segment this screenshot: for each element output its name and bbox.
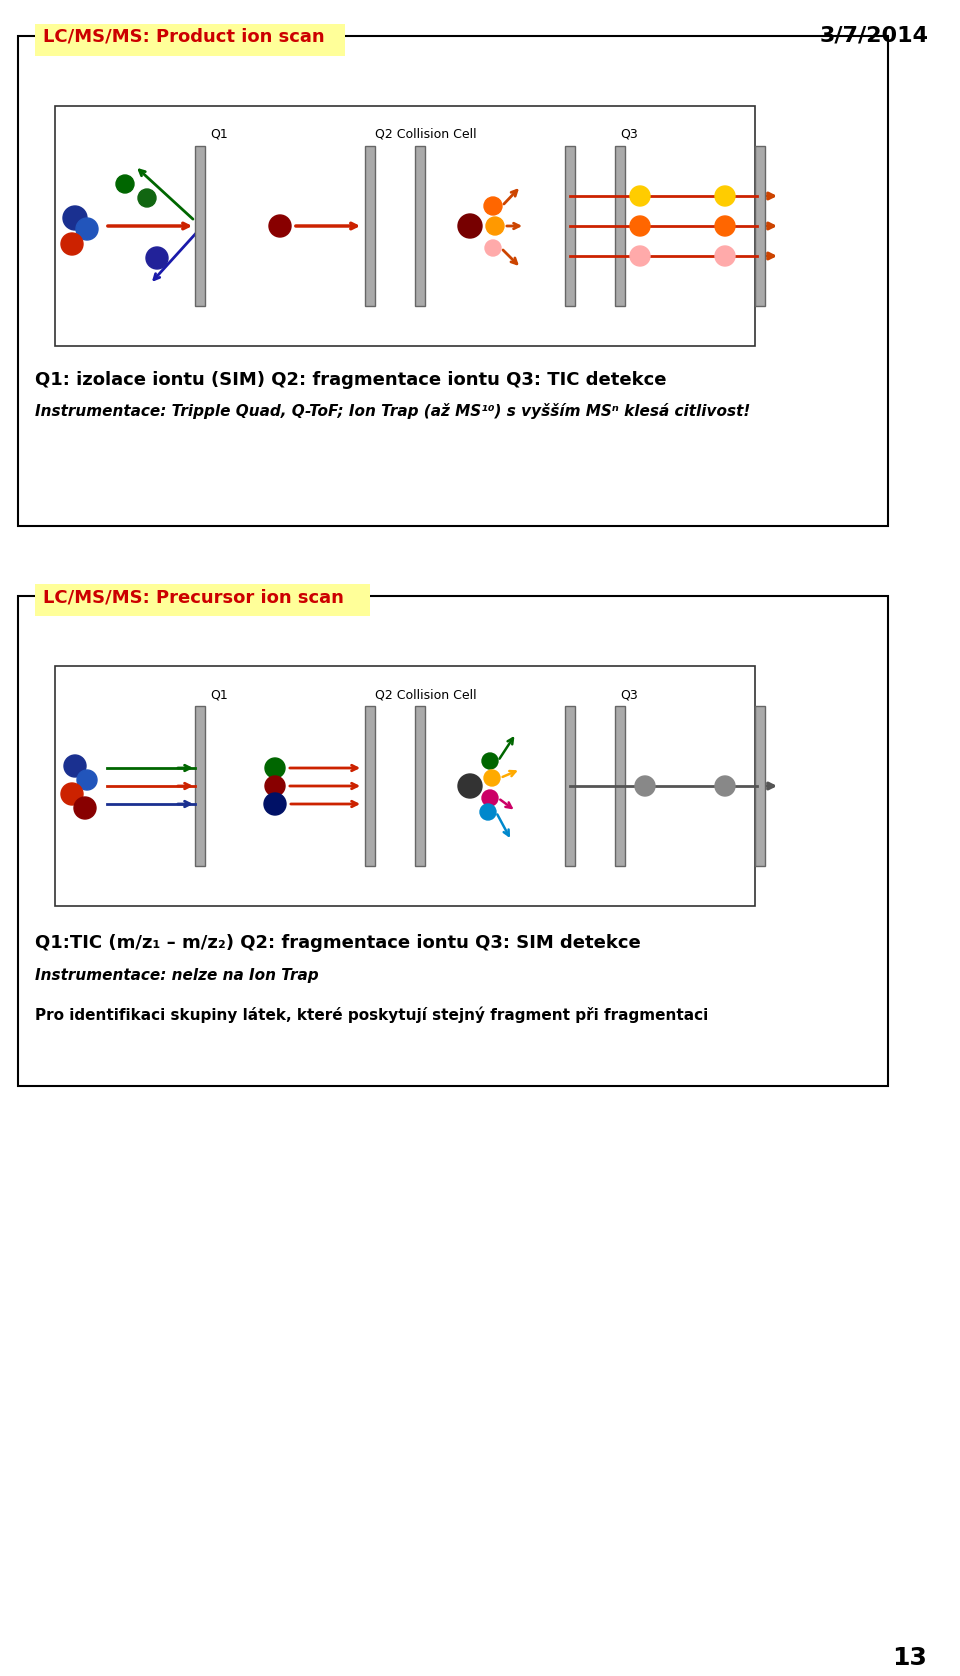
Bar [35, 583, 370, 617]
Text: Q2 Collision Cell: Q2 Collision Cell [375, 127, 476, 141]
Circle shape [146, 246, 168, 270]
Bar [55, 665, 755, 907]
Bar [565, 706, 575, 866]
Circle shape [485, 240, 501, 256]
Text: LC/MS/MS: Precursor ion scan: LC/MS/MS: Precursor ion scan [43, 588, 344, 607]
Circle shape [458, 774, 482, 798]
Text: Q3: Q3 [620, 689, 637, 701]
Text: 3/7/2014: 3/7/2014 [820, 27, 929, 45]
Circle shape [715, 776, 735, 796]
Text: Q1: izolace iontu (SIM) Q2: fragmentace iontu Q3: TIC detekce: Q1: izolace iontu (SIM) Q2: fragmentace … [35, 370, 666, 389]
Circle shape [265, 776, 285, 796]
Circle shape [77, 769, 97, 789]
Bar [195, 706, 205, 866]
Bar [615, 146, 625, 307]
Circle shape [715, 186, 735, 206]
Circle shape [630, 246, 650, 266]
Text: Instrumentace: Tripple Quad, Q-ToF; Ion Trap (až MS¹⁰) s vyšším MSⁿ klesá citliv: Instrumentace: Tripple Quad, Q-ToF; Ion … [35, 402, 751, 419]
Circle shape [61, 783, 83, 804]
Text: Q1:TIC (m/z₁ – m/z₂) Q2: fragmentace iontu Q3: SIM detekce: Q1:TIC (m/z₁ – m/z₂) Q2: fragmentace ion… [35, 934, 640, 952]
Circle shape [76, 218, 98, 240]
Circle shape [482, 753, 498, 769]
Circle shape [264, 793, 286, 815]
Circle shape [482, 789, 498, 806]
Circle shape [138, 189, 156, 208]
Bar [615, 706, 625, 866]
Circle shape [486, 216, 504, 235]
Circle shape [64, 754, 86, 778]
Circle shape [63, 206, 87, 230]
Bar [55, 106, 755, 345]
Text: LC/MS/MS: Product ion scan: LC/MS/MS: Product ion scan [43, 28, 324, 45]
Bar [195, 146, 205, 307]
Circle shape [61, 233, 83, 255]
Bar [755, 146, 765, 307]
Circle shape [630, 216, 650, 236]
Bar [365, 146, 375, 307]
Circle shape [458, 215, 482, 238]
Text: Q3: Q3 [620, 127, 637, 141]
Circle shape [74, 798, 96, 820]
Bar [35, 23, 345, 55]
Circle shape [715, 246, 735, 266]
Bar [18, 35, 888, 526]
Text: Pro identifikaci skupiny látek, které poskytují stejný fragment při fragmentaci: Pro identifikaci skupiny látek, které po… [35, 1006, 708, 1022]
Text: Instrumentace: nelze na Ion Trap: Instrumentace: nelze na Ion Trap [35, 969, 319, 984]
Bar [365, 706, 375, 866]
Text: 13: 13 [893, 1646, 927, 1669]
Circle shape [484, 198, 502, 215]
Bar [755, 706, 765, 866]
Text: Q1: Q1 [210, 689, 228, 701]
Circle shape [116, 174, 134, 193]
Circle shape [265, 758, 285, 778]
Bar [415, 146, 425, 307]
Circle shape [269, 215, 291, 236]
Circle shape [715, 216, 735, 236]
Bar [415, 706, 425, 866]
Circle shape [480, 804, 496, 820]
Circle shape [484, 769, 500, 786]
Circle shape [635, 776, 655, 796]
Circle shape [630, 186, 650, 206]
Bar [565, 146, 575, 307]
Text: Q1: Q1 [210, 127, 228, 141]
Bar [18, 597, 888, 1086]
Text: Q2 Collision Cell: Q2 Collision Cell [375, 689, 476, 701]
